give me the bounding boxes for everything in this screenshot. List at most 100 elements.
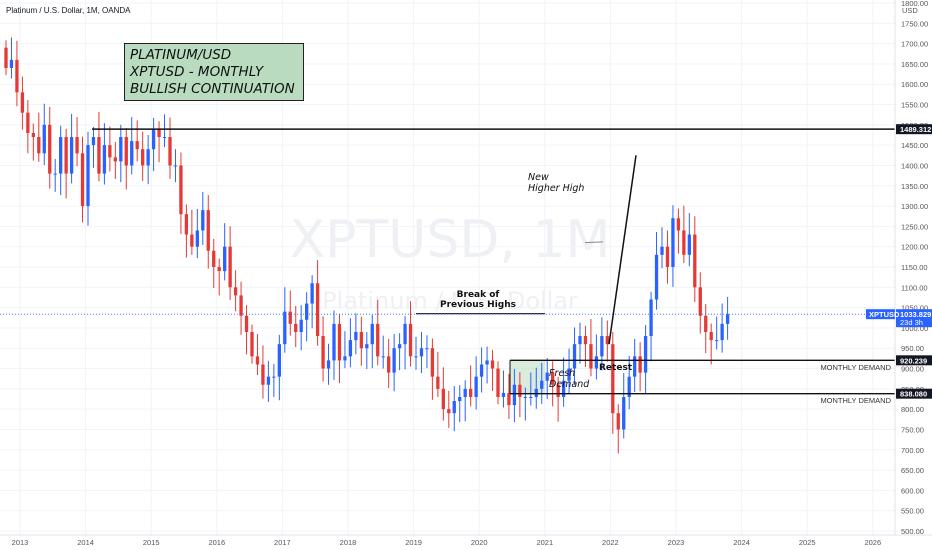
candle-body — [59, 137, 63, 174]
candle-body — [523, 396, 527, 398]
candle-body — [206, 210, 210, 251]
candle-body — [638, 356, 642, 373]
marker-line — [584, 241, 604, 244]
level-label-demand-bottom-bg — [896, 388, 932, 399]
candle-body — [168, 137, 172, 166]
candle-body — [512, 384, 517, 406]
candle-body — [255, 356, 260, 365]
candle-body — [496, 368, 500, 397]
time-axis[interactable]: 2013 2014 2015 2016 2017 2018 2019 2020 2021 2022… — [12, 538, 881, 547]
candle-body — [720, 323, 724, 341]
candle-body — [654, 254, 659, 300]
candle-body — [441, 388, 445, 410]
candle-body — [217, 267, 221, 272]
price-tick-label: 550.00 — [901, 507, 924, 516]
price-tick-label: 1050.00 — [901, 304, 928, 313]
price-tick-label: 1150.00 — [901, 263, 928, 272]
candle-body — [31, 132, 35, 138]
price-tick-label: 1750.00 — [901, 19, 928, 28]
candle-body — [397, 344, 402, 349]
candle-body — [321, 336, 325, 369]
price-tick-label: 800.00 — [901, 405, 924, 414]
candle-body — [244, 315, 249, 332]
fresh-demand-label-1: Fresh — [549, 368, 575, 379]
price-tick-label: 650.00 — [901, 466, 924, 475]
candle-body — [583, 336, 588, 345]
candle-body — [113, 157, 117, 162]
candle-body — [69, 137, 74, 174]
candle-body — [463, 388, 467, 397]
time-tick-label: 2014 — [77, 538, 94, 547]
candle-body — [91, 137, 96, 146]
candle-body — [414, 356, 418, 358]
price-tick-label: 700.00 — [901, 446, 924, 455]
price-axis[interactable]: 500.00 550.00 600.00 650.00 700.00 750.00 800.… — [901, 0, 928, 536]
candle-body — [348, 340, 353, 357]
candle-body — [157, 128, 161, 138]
candle-body — [64, 137, 68, 174]
candle-body — [212, 250, 216, 267]
candle-body — [359, 331, 363, 349]
candle-body — [228, 246, 232, 288]
candle-body — [124, 137, 128, 166]
candle-body — [326, 360, 331, 369]
candle-body — [518, 384, 522, 397]
candle-body — [108, 145, 112, 158]
candle-body — [310, 283, 314, 304]
candle-body — [605, 336, 609, 345]
candle-body — [682, 230, 686, 255]
candle-body — [534, 388, 538, 397]
candle-body — [42, 124, 46, 154]
candle-body — [376, 323, 380, 357]
symbol-line[interactable]: Platinum / U.S. Dollar, 1M, OANDA — [6, 6, 131, 15]
candle-body — [80, 153, 85, 207]
time-tick-label: 2016 — [208, 538, 225, 547]
axis-currency: USD — [902, 6, 918, 15]
candle-body — [600, 336, 604, 357]
candle-body — [332, 323, 336, 361]
candle-body — [419, 348, 424, 357]
time-tick-label: 2025 — [799, 538, 816, 547]
price-tick-label: 1300.00 — [901, 202, 928, 211]
candle-body — [294, 323, 298, 332]
last-price-label: 1033.829 — [900, 310, 931, 319]
title-line-2: XPTUSD - MONTHLY — [130, 64, 264, 80]
price-tick-label: 1600.00 — [901, 80, 928, 89]
candle-body — [37, 137, 41, 154]
candle-body — [490, 360, 495, 369]
candle-body — [337, 323, 342, 361]
candle-body — [611, 344, 615, 414]
candle-body — [529, 396, 533, 398]
new-high-label-2: Higher High — [528, 183, 584, 194]
price-tick-label: 1250.00 — [901, 222, 928, 231]
candle-body — [403, 323, 407, 345]
time-tick-label: 2023 — [668, 538, 685, 547]
candle-body — [272, 376, 276, 378]
candle-body — [507, 392, 511, 406]
time-tick-label: 2013 — [12, 538, 29, 547]
candle-body — [277, 344, 281, 377]
candle-body — [469, 388, 473, 397]
break-label-2: Previous Highs — [440, 300, 516, 310]
candle-body — [26, 112, 30, 133]
level-label-high: 1489.312 — [900, 125, 931, 134]
candle-body — [671, 218, 675, 267]
candle-body — [458, 396, 462, 402]
price-tick-label: 1650.00 — [901, 60, 928, 69]
candle-body — [365, 344, 369, 349]
time-tick-label: 2022 — [602, 538, 619, 547]
monthly-demand-label-2: MONTHLY DEMAND — [820, 396, 891, 405]
title-box: PLATINUM/USD XPTUSD - MONTHLY BULLISH CO… — [124, 43, 304, 101]
candle-body — [266, 376, 271, 385]
candles — [4, 37, 730, 454]
candle-body — [223, 246, 227, 272]
candle-body — [567, 368, 571, 381]
candle-body — [315, 283, 320, 337]
symbol-tag: XPTUSD — [869, 310, 900, 319]
level-label-demand-bottom: 838.080 — [900, 390, 927, 399]
candle-body — [354, 331, 358, 341]
candle-body — [53, 173, 57, 175]
price-tick-label: 750.00 — [901, 425, 924, 434]
